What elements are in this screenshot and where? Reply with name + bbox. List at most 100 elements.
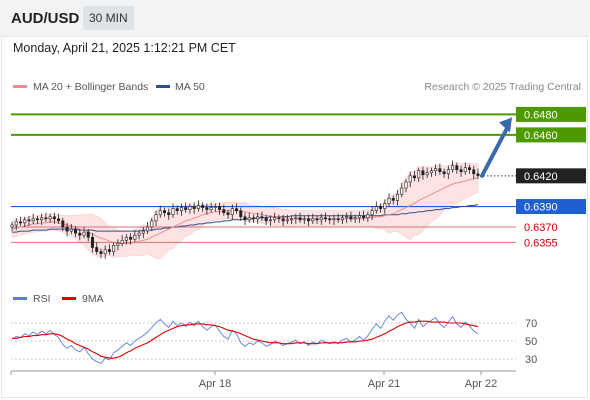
- pivot-level-label: 0.6390: [524, 202, 558, 214]
- candle-body: [315, 218, 319, 221]
- candle-body: [319, 217, 323, 221]
- candle-body: [167, 212, 171, 216]
- candle-body: [273, 217, 277, 221]
- candle-body: [99, 251, 103, 254]
- candle-body: [78, 232, 82, 236]
- candle-body: [383, 203, 387, 209]
- chart-frame: [1, 36, 588, 398]
- candle-body: [243, 216, 247, 221]
- candle-body: [31, 218, 35, 222]
- candle-body: [476, 173, 480, 177]
- legend-swatch-9ma: [62, 297, 76, 300]
- candle-body: [408, 175, 412, 183]
- candle-body: [226, 212, 230, 216]
- candle-body: [179, 207, 183, 211]
- candle-body: [264, 217, 268, 222]
- candle-body: [129, 236, 133, 240]
- candle-body: [434, 168, 438, 172]
- target-level-label: 0.6460: [524, 130, 558, 142]
- candle-body: [163, 210, 167, 213]
- candle-body: [235, 208, 239, 211]
- candle-body: [27, 219, 31, 222]
- candle-body: [421, 170, 425, 176]
- candle-body: [285, 219, 289, 222]
- forecast-arrow-head: [499, 117, 512, 133]
- candle-body: [260, 216, 264, 219]
- candle-body: [103, 249, 107, 254]
- candle-body: [438, 168, 442, 173]
- candle-body: [396, 193, 400, 201]
- candle-body: [120, 240, 124, 244]
- candle-body: [400, 187, 404, 195]
- forecast-arrow-shaft: [480, 124, 510, 178]
- candle-body: [349, 216, 353, 220]
- candle-body: [239, 210, 243, 218]
- candle-body: [201, 205, 205, 208]
- candle-body: [74, 228, 78, 234]
- candle-body: [112, 245, 116, 252]
- legend-rsi-label: RSI: [33, 293, 51, 305]
- candle-body: [124, 236, 128, 241]
- candle-body: [281, 218, 285, 222]
- candle-body: [353, 217, 357, 220]
- candle-body: [302, 218, 306, 221]
- candle-body: [404, 181, 408, 189]
- candle-body: [247, 217, 251, 221]
- candle-body: [86, 231, 90, 238]
- candle-body: [379, 206, 383, 209]
- candle-body: [374, 206, 378, 211]
- candle-body: [357, 215, 361, 219]
- legend-swatch-rsi: [13, 297, 27, 300]
- candle-body: [10, 224, 14, 228]
- candle-body: [205, 207, 209, 210]
- candle-body: [446, 169, 450, 175]
- rsi-panel: 70 50 30: [11, 311, 537, 366]
- candle-body: [95, 247, 99, 252]
- target-level-tag: [516, 106, 586, 122]
- candle-body: [65, 226, 69, 232]
- candle-body: [442, 171, 446, 175]
- candle-body: [40, 217, 44, 221]
- candle-body: [417, 170, 421, 179]
- target-level-tag: [516, 127, 586, 143]
- rsi-9ma-line: [12, 320, 479, 359]
- interval-badge[interactable]: 30 MIN: [83, 6, 134, 30]
- candle-body: [366, 214, 370, 219]
- candle-body: [150, 220, 154, 228]
- candle-body: [294, 217, 298, 220]
- candle-body: [340, 217, 344, 221]
- candle-body: [323, 217, 327, 220]
- candle-body: [57, 218, 61, 222]
- time-axis-label: Apr 22: [465, 378, 497, 390]
- legend-swatch-ma50: [156, 85, 170, 88]
- candle-body: [451, 165, 455, 170]
- candle-body: [412, 175, 416, 179]
- rsi-tick-label: 70: [525, 318, 537, 330]
- candle-body: [268, 219, 272, 222]
- candle-body: [146, 226, 150, 232]
- candle-body: [345, 216, 349, 219]
- candle-body: [311, 218, 315, 222]
- candle-body: [459, 169, 463, 173]
- candle-body: [429, 170, 433, 174]
- candle-body: [298, 217, 302, 221]
- candle-body: [370, 210, 374, 216]
- candle-body: [82, 231, 86, 236]
- candle-body: [222, 209, 226, 213]
- candle-body: [52, 216, 56, 220]
- candle-body: [154, 214, 158, 222]
- datetime-label: Monday, April 21, 2025 1:12:21 PM CET: [13, 41, 236, 55]
- current-price-tag: [516, 168, 586, 184]
- legend-9ma-label: 9MA: [82, 293, 104, 305]
- time-axis: Apr 18 Apr 21 Apr 22: [10, 370, 516, 390]
- rsi-line: [11, 311, 479, 365]
- candle-body: [209, 207, 213, 210]
- candle-body: [90, 236, 94, 248]
- candle-body: [230, 208, 234, 216]
- time-axis-label: Apr 21: [368, 378, 400, 390]
- candle-body: [137, 232, 141, 236]
- candle-body: [468, 167, 472, 170]
- candle-body: [362, 215, 366, 219]
- target-level-label: 0.6480: [524, 109, 558, 121]
